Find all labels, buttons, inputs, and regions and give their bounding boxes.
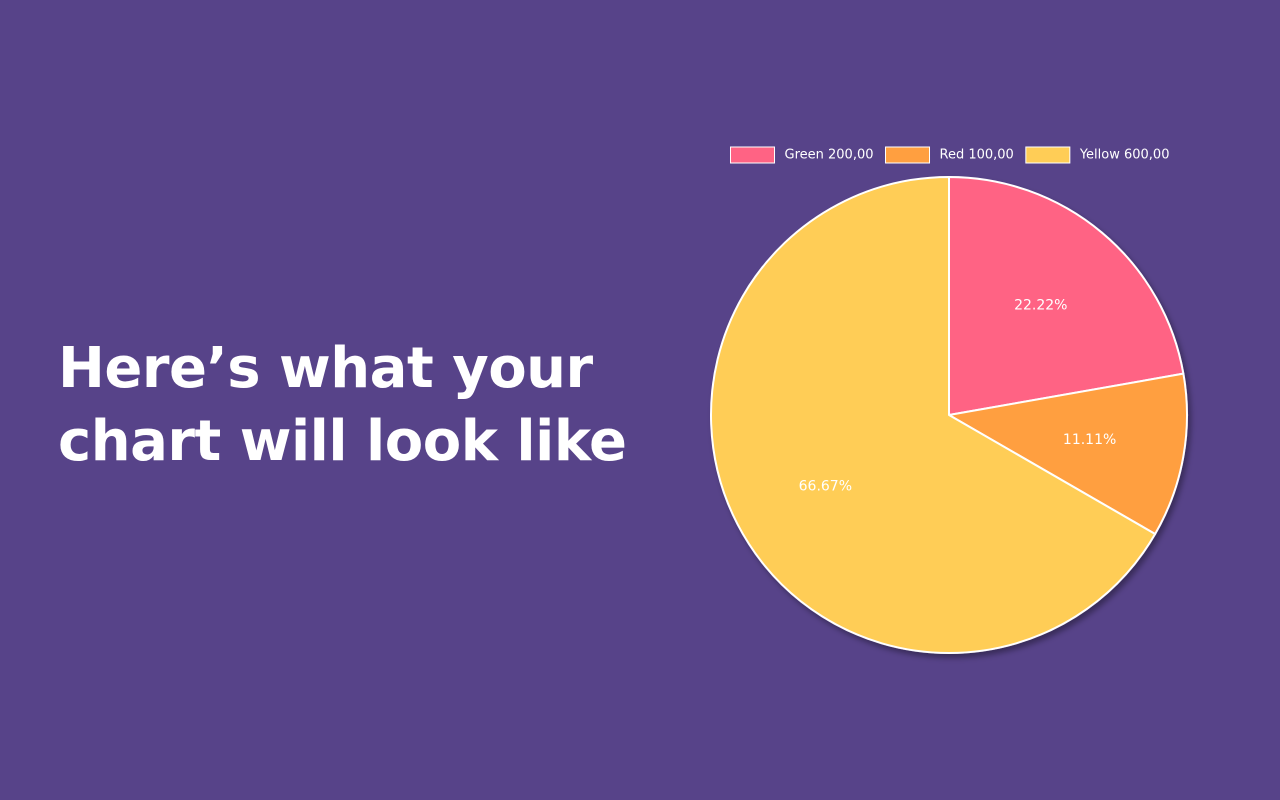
legend-item-green[interactable]: Green 200,00 xyxy=(730,146,874,164)
slice-percent-label-green: 22.22% xyxy=(1014,298,1067,314)
pie-chart: Green 200,00 Red 100,00 Yellow 600,00 22.2… xyxy=(690,130,1250,680)
slice-percent-label-red: 11.11% xyxy=(1063,432,1116,448)
headline-line-1: Here’s what your xyxy=(58,336,593,401)
pie-chart-svg: Green 200,00 Red 100,00 Yellow 600,00 22.2… xyxy=(710,146,1188,654)
pie-slice-labels: 22.22% 11.11% 66.67% xyxy=(799,298,1117,495)
slice-percent-label-yellow: 66.67% xyxy=(799,478,852,494)
legend-label-green: Green 200,00 xyxy=(785,148,874,163)
legend-item-yellow[interactable]: Yellow 600,00 xyxy=(1025,146,1170,164)
legend-swatch-green xyxy=(730,146,776,164)
pie-slice-red[interactable] xyxy=(948,372,1188,535)
headline-line-2: chart will look like xyxy=(58,409,627,474)
legend-label-red: Red 100,00 xyxy=(940,148,1014,163)
legend-item-red[interactable]: Red 100,00 xyxy=(885,146,1014,164)
legend-label-yellow: Yellow 600,00 xyxy=(1079,148,1170,163)
pie-slice-green[interactable] xyxy=(948,176,1185,416)
pie-slices xyxy=(710,176,1188,654)
legend-swatch-yellow xyxy=(1025,146,1071,164)
pie-slice-yellow[interactable] xyxy=(710,176,1157,654)
chart-legend: Green 200,00 Red 100,00 Yellow 600,00 xyxy=(730,146,1170,164)
legend-swatch-red xyxy=(885,146,931,164)
page-headline: Here’s what your chart will look like xyxy=(58,332,698,478)
